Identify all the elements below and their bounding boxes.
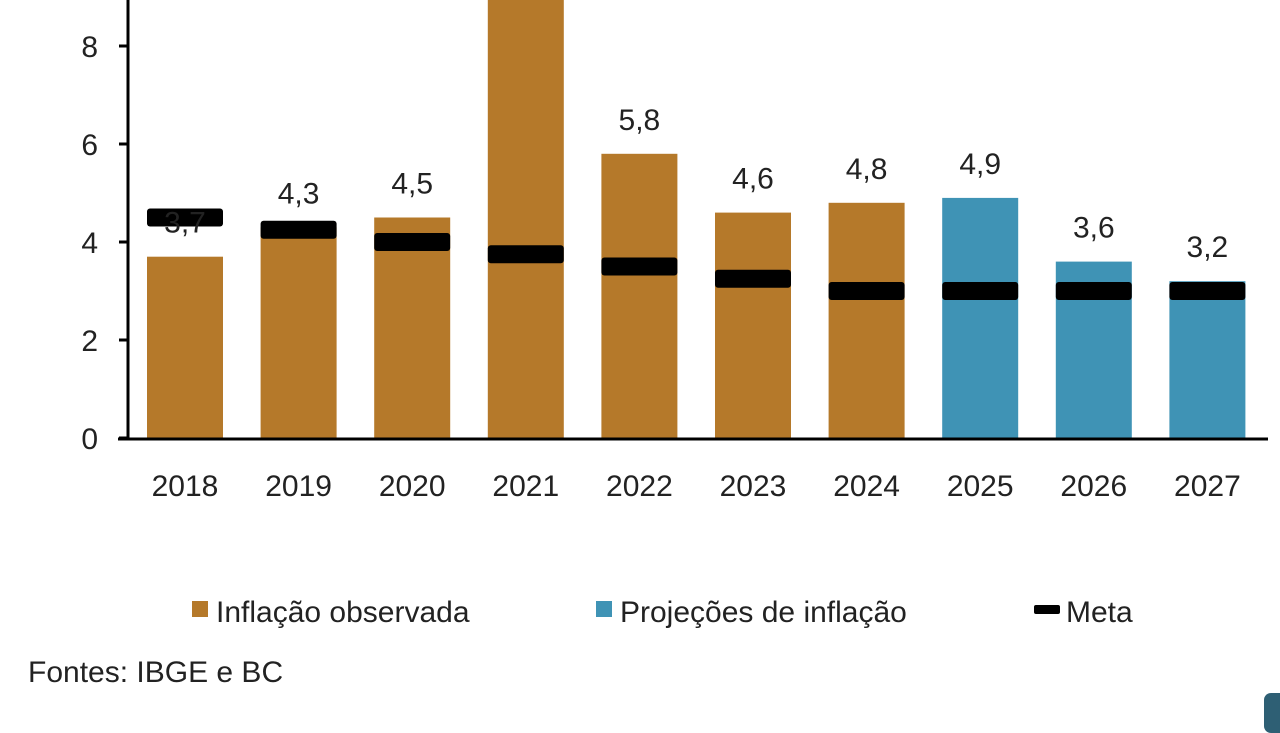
meta-marker-2019: [260, 220, 337, 239]
source-note: Fontes: IBGE e BC: [28, 656, 283, 689]
data-label-2022: 5,8: [619, 104, 661, 137]
y-tick-4: 4: [81, 227, 98, 260]
legend-swatch-observed: [192, 601, 208, 617]
meta-marker-2027: [1169, 282, 1246, 300]
bar-2019: [260, 227, 337, 438]
bar-2021: [487, 0, 564, 438]
data-label-2020: 4,5: [391, 168, 433, 201]
x-tick-2024: 2024: [833, 470, 900, 503]
meta-marker-2018: [147, 208, 223, 227]
data-label-2024: 4,8: [846, 153, 888, 186]
y-tick-8: 8: [81, 31, 98, 64]
corner-button[interactable]: [1264, 693, 1280, 733]
y-tick-0: 0: [81, 423, 98, 456]
legend-swatch-projection: [596, 601, 612, 617]
data-label-2023: 4,6: [732, 163, 774, 196]
data-label-2018: 3,7: [164, 207, 206, 240]
bar-2023: [715, 212, 791, 438]
bar-2018: [147, 256, 223, 438]
bar-2020: [374, 217, 451, 438]
meta-marker-2020: [374, 233, 451, 251]
bar-2022: [601, 153, 678, 439]
bar-2024: [828, 202, 905, 438]
y-tick-2: 2: [81, 325, 98, 358]
x-tick-2025: 2025: [947, 470, 1014, 503]
meta-marker-2021: [487, 245, 564, 264]
data-label-2025: 4,9: [959, 148, 1001, 181]
x-tick-2021: 2021: [492, 470, 559, 503]
meta-marker-2024: [828, 282, 905, 300]
x-tick-2020: 2020: [379, 470, 446, 503]
x-tick-2027: 2027: [1174, 470, 1241, 503]
bar-2025: [942, 197, 1019, 438]
x-tick-2023: 2023: [720, 470, 787, 503]
data-label-2026: 3,6: [1073, 212, 1115, 245]
x-tick-2026: 2026: [1060, 470, 1127, 503]
legend-label-meta: Meta: [1066, 596, 1133, 629]
legend: Inflação observada Projeções de inflação…: [192, 596, 1133, 629]
x-tick-2019: 2019: [265, 470, 332, 503]
y-tick-6: 6: [81, 129, 98, 162]
meta-marker-2022: [601, 257, 678, 276]
x-tick-2018: 2018: [152, 470, 219, 503]
bar-2027: [1169, 281, 1246, 438]
legend-label-projection: Projeções de inflação: [620, 596, 907, 629]
meta-marker-2023: [715, 269, 791, 288]
legend-label-observed: Inflação observada: [216, 596, 470, 629]
data-label-2027: 3,2: [1187, 231, 1229, 264]
data-label-2019: 4,3: [278, 177, 320, 210]
meta-marker-2026: [1055, 282, 1132, 300]
x-tick-2022: 2022: [606, 470, 673, 503]
meta-marker-2025: [942, 282, 1019, 300]
legend-swatch-meta: [1034, 605, 1060, 614]
